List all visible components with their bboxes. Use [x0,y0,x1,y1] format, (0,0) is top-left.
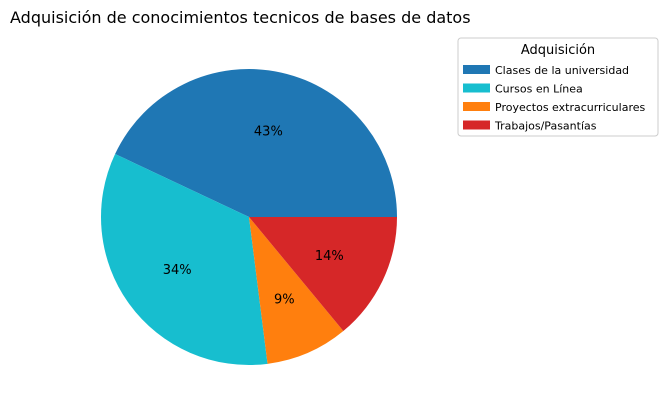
legend-label-3: Trabajos/Pasantías [494,120,597,133]
legend-label-0: Clases de la universidad [495,64,629,77]
chart-title: Adquisición de conocimientos tecnicos de… [10,8,471,27]
legend-swatch-2 [463,102,490,111]
pie-percent-label-2: 9% [274,292,295,307]
pie-slice-0 [115,69,397,217]
legend-swatch-0 [463,65,490,74]
pie-slice-1 [101,153,268,366]
pie-percent-label-0: 43% [254,124,283,139]
legend-title: Adquisición [521,43,595,58]
pie-slices [101,69,397,366]
legend-frame [457,37,659,137]
pie-percent-label-1: 34% [163,263,192,278]
pie-percent-labels: 43% 34% 9% 14% [163,124,344,307]
legend-swatch-3 [463,120,490,130]
legend: Adquisición Clases de la universidad Curs… [457,37,659,137]
legend-label-1: Cursos en Línea [495,83,583,96]
pie-slice-2 [249,217,344,364]
legend-label-2: Proyectos extracurriculares [495,101,645,114]
pie-percent-label-3: 14% [315,249,344,264]
pie-slice-3 [249,217,397,332]
legend-items: Clases de la universidad Cursos en Línea P… [463,64,645,133]
legend-swatch-1 [463,83,490,93]
